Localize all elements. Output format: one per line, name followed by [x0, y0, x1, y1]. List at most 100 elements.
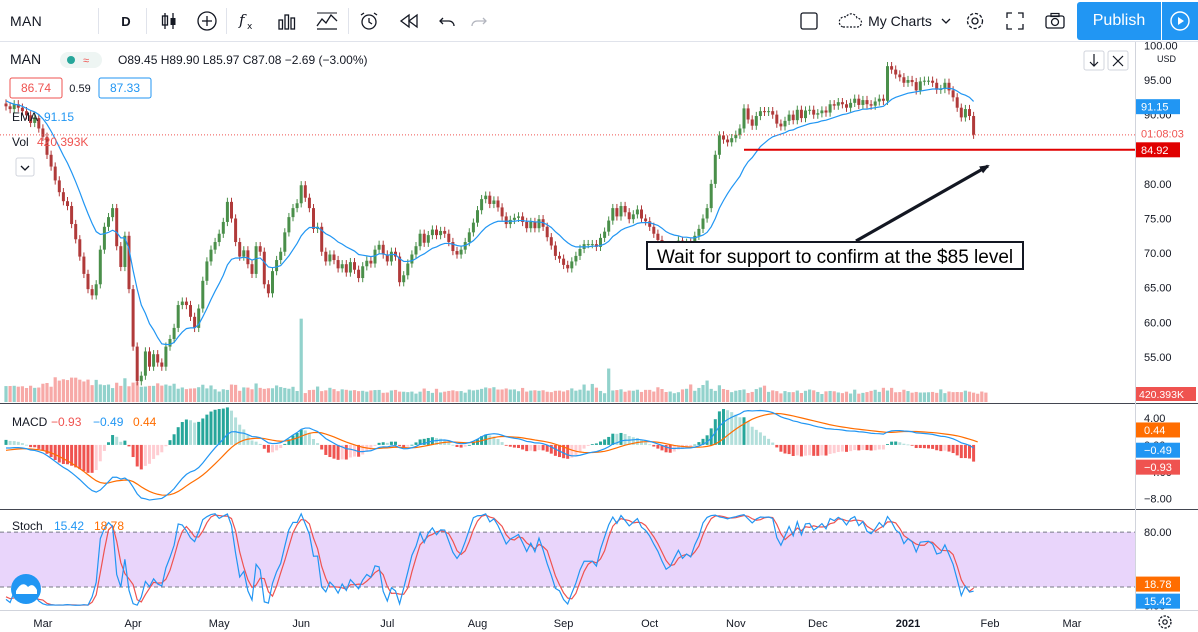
volume-bar: [931, 391, 935, 402]
collapse-legend-button[interactable]: [15, 157, 35, 177]
ema-price-tag-bg: [1136, 99, 1180, 115]
candle-body: [139, 375, 143, 382]
legend-symbol: MAN: [10, 51, 41, 67]
volume-bar: [225, 389, 229, 402]
close-icon: [1112, 55, 1124, 67]
my-charts-button[interactable]: My Charts: [834, 5, 954, 37]
candle-body: [336, 260, 340, 269]
chart-canvas[interactable]: 100.0095.0090.0085.0080.0075.0070.0065.0…: [0, 42, 1198, 632]
candle-body: [320, 226, 324, 252]
macd-histogram-bar: [139, 444, 143, 470]
candle-body: [426, 235, 430, 243]
candle-body: [49, 154, 53, 167]
volume-bar: [377, 389, 381, 402]
settings-button[interactable]: [960, 5, 990, 37]
candle-body: [775, 114, 779, 124]
volume-bar: [959, 392, 963, 402]
compare-button[interactable]: [192, 5, 222, 37]
candle-body: [86, 273, 90, 290]
candle-body: [406, 263, 410, 276]
price-pane[interactable]: [0, 62, 1135, 402]
templates-button[interactable]: [312, 5, 342, 37]
macd-histogram-bar: [94, 444, 98, 471]
arrow-down-icon: [1089, 54, 1099, 67]
countdown-tag: 01:08:03: [1141, 128, 1184, 140]
candle-body: [230, 201, 233, 219]
volume-bar: [849, 393, 853, 402]
candle-body: [57, 180, 61, 193]
volume-bar: [119, 385, 123, 402]
volume-bar: [410, 391, 414, 402]
macd-histogram-bar: [291, 435, 295, 445]
bid-box[interactable]: [9, 77, 63, 99]
macd-histogram-bar: [496, 439, 500, 445]
candle-body: [754, 116, 758, 126]
macd-histogram-bar: [963, 444, 967, 459]
macd-histogram-bar: [742, 417, 746, 445]
candle-body: [820, 110, 824, 114]
macd-histogram-bar: [525, 444, 529, 452]
candle-body: [90, 289, 94, 296]
redo-button[interactable]: [464, 5, 494, 37]
bar-style-button[interactable]: [154, 5, 184, 37]
annotation-arrow[interactable]: [855, 164, 990, 243]
financials-button[interactable]: [272, 5, 302, 37]
volume-bar: [496, 389, 500, 402]
volume-bar: [885, 390, 890, 402]
candle-body: [357, 269, 361, 279]
interval-button[interactable]: D: [112, 5, 140, 37]
cloud-icon: [838, 13, 863, 28]
volume-bar: [791, 392, 795, 402]
volume-bar: [33, 387, 37, 402]
macd-histogram-bar: [287, 439, 291, 445]
volume-bar: [426, 391, 430, 402]
undo-button[interactable]: [432, 5, 462, 37]
fullscreen-button[interactable]: [1000, 5, 1030, 37]
candle-body: [779, 123, 783, 127]
alert-button[interactable]: [354, 5, 384, 37]
time-tick-label: Mar: [1063, 618, 1082, 630]
publish-button[interactable]: Publish: [1077, 2, 1161, 40]
stoch-pane[interactable]: [0, 512, 1135, 606]
macd-histogram-bar: [447, 441, 451, 445]
volume-bar: [381, 392, 385, 402]
candle-body: [484, 195, 488, 200]
macd-histogram-bar: [906, 444, 910, 446]
macd-pane[interactable]: [4, 407, 978, 501]
chart-settings-button[interactable]: [1158, 615, 1172, 629]
volume-bar: [516, 391, 521, 402]
macd-histogram-bar: [521, 444, 525, 450]
bar-replay-button[interactable]: [394, 5, 424, 37]
volume-bar: [299, 318, 303, 402]
macd-histogram-bar: [693, 444, 697, 446]
snapshot-button[interactable]: [1040, 5, 1070, 37]
volume-bar: [676, 392, 680, 402]
annotation[interactable]: Wait for support to confirm at the $85 l…: [646, 164, 1024, 270]
volume-bar: [275, 385, 279, 402]
volume-bar: [873, 389, 877, 402]
candle-body: [435, 229, 438, 236]
candle-body: [886, 66, 889, 101]
macd-histogram-bar: [947, 444, 951, 452]
symbol-search-button[interactable]: MAN: [10, 5, 80, 37]
rewind-icon: [399, 13, 418, 29]
volume-bar: [131, 382, 135, 402]
macd-histogram-bar: [771, 442, 775, 445]
candle-body: [148, 351, 151, 367]
publish-menu-button[interactable]: [1162, 2, 1198, 40]
volume-bar: [598, 390, 603, 402]
candle-body: [189, 305, 192, 317]
volume-bar: [734, 390, 738, 402]
candle-body: [697, 228, 701, 236]
volume-bar: [180, 387, 184, 402]
volume-bar: [320, 391, 324, 402]
tradingview-logo[interactable]: [11, 574, 41, 604]
ask-box[interactable]: [98, 77, 152, 99]
layout-button[interactable]: [794, 5, 824, 37]
stoch-k-value: 15.42: [54, 519, 84, 533]
volume-bar: [361, 390, 365, 402]
volume-bar: [570, 388, 574, 402]
candle-body: [209, 249, 213, 262]
annotation-box[interactable]: [646, 241, 1024, 270]
